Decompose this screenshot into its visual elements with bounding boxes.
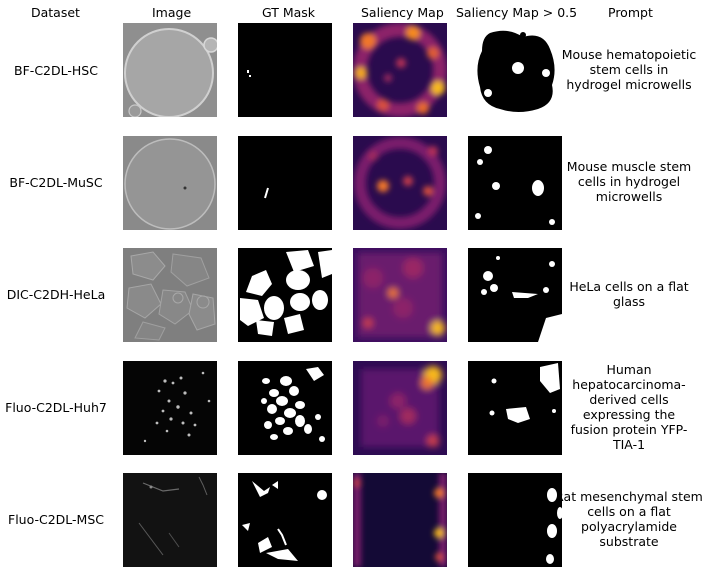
- header-gt-mask: GT Mask: [262, 5, 316, 20]
- prompt-text: HeLa cells on a flat glass: [569, 279, 689, 309]
- saliency-thresholded-mask: [468, 361, 562, 455]
- header-prompt: Prompt: [608, 5, 653, 20]
- dataset-label: DIC-C2DH-HeLa: [6, 287, 106, 302]
- saliency-map: [353, 361, 447, 455]
- header-saliency-map: Saliency Map: [361, 5, 444, 20]
- prompt-text: Mouse hematopoietic stem cells in hydrog…: [561, 47, 697, 92]
- saliency-thresholded-mask: [468, 473, 562, 567]
- saliency-thresholded-mask: [468, 248, 562, 342]
- gt-mask: [238, 136, 332, 230]
- saliency-map: [353, 473, 447, 567]
- saliency-thresholded-mask: [468, 23, 562, 117]
- prompt-text: Human hepatocarcinoma- derived cells exp…: [570, 362, 688, 452]
- prompt-text: Rat mesenchymal stem cells on a flat pol…: [555, 489, 703, 549]
- gt-mask: [238, 473, 332, 567]
- gt-mask: [238, 23, 332, 117]
- header-image: Image: [152, 5, 192, 20]
- dataset-label: Fluo-C2DL-Huh7: [5, 400, 107, 415]
- microscopy-image: [123, 473, 217, 567]
- header-dataset: Dataset: [31, 5, 80, 20]
- dataset-label: BF-C2DL-HSC: [14, 63, 98, 78]
- microscopy-image: [123, 248, 217, 342]
- saliency-map: [353, 248, 447, 342]
- saliency-map: [353, 136, 447, 230]
- saliency-map: [353, 23, 447, 117]
- dataset-label: Fluo-C2DL-MSC: [8, 512, 104, 527]
- gt-mask: [238, 248, 332, 342]
- microscopy-image: [123, 136, 217, 230]
- prompt-text: Mouse muscle stem cells in hydrogel micr…: [566, 159, 692, 204]
- microscopy-image: [123, 23, 217, 117]
- header-saliency-thresholded: Saliency Map > 0.5: [456, 5, 578, 20]
- dataset-label: BF-C2DL-MuSC: [9, 175, 103, 190]
- microscopy-image: [123, 361, 217, 455]
- gt-mask: [238, 361, 332, 455]
- saliency-thresholded-mask: [468, 136, 562, 230]
